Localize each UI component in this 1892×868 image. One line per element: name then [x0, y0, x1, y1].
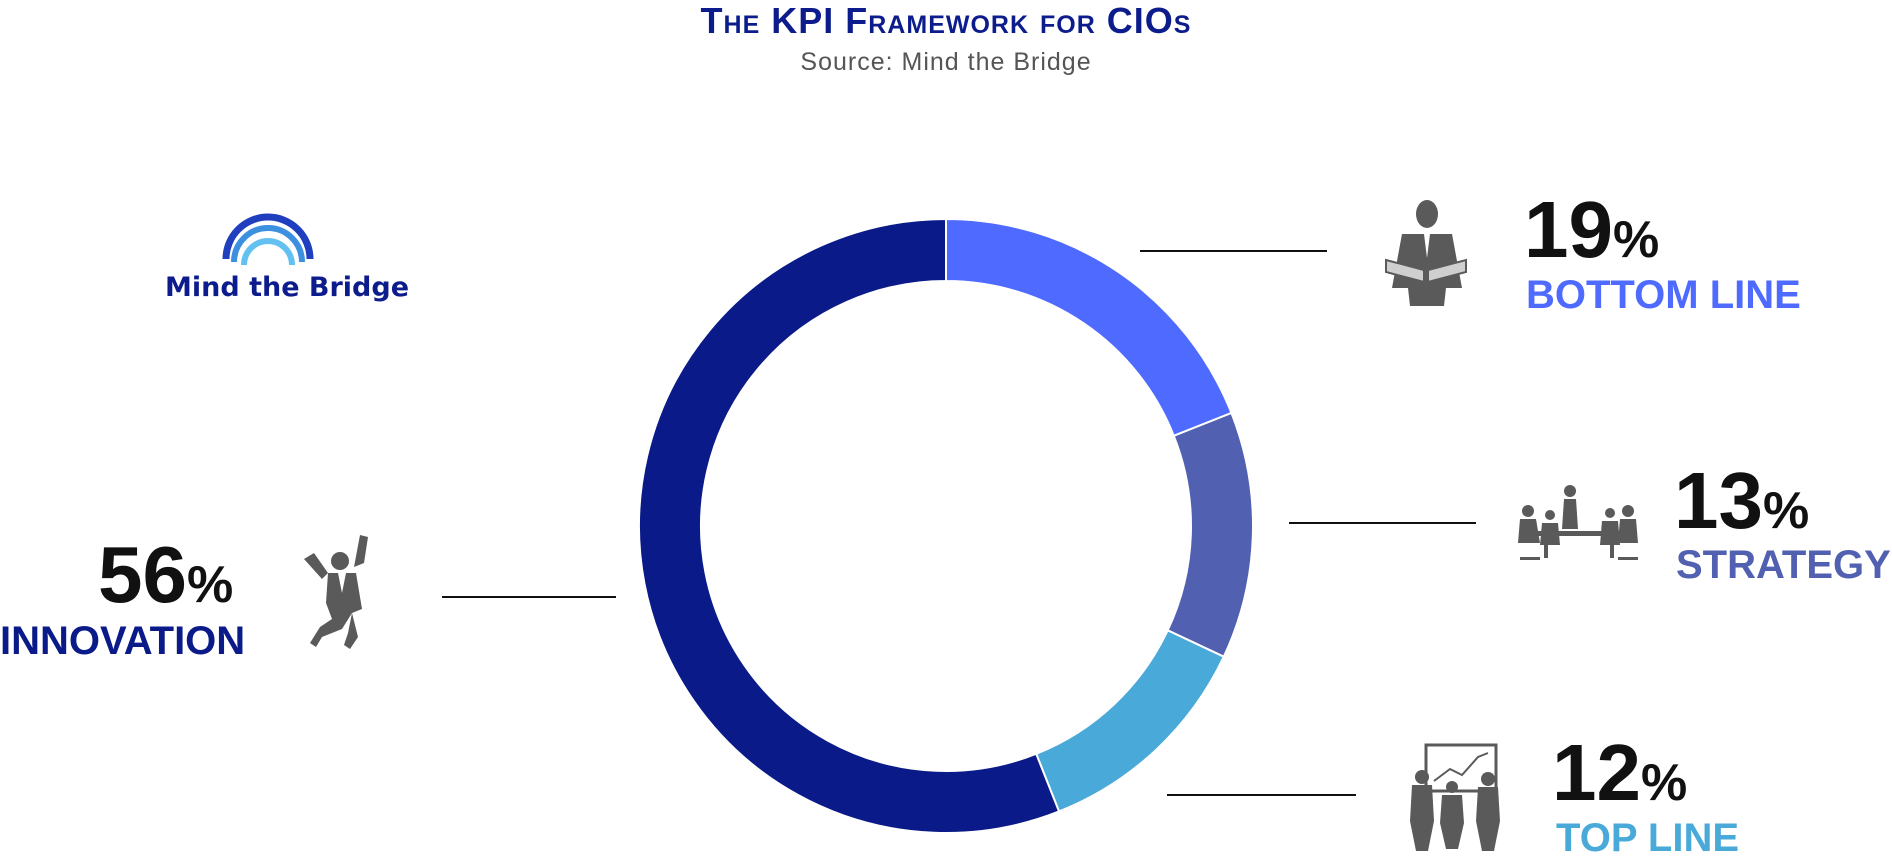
- businessman-document-icon: [1385, 200, 1467, 306]
- chart-subtitle: Source: Mind the Bridge: [800, 48, 1092, 76]
- percent-bottom-line: 19%: [1524, 185, 1660, 274]
- donut-slice-strategy: [1166, 411, 1254, 659]
- percent-strategy: 13%: [1674, 456, 1810, 545]
- label-bottom-line: BOTTOM LINE: [1526, 273, 1801, 317]
- meeting-table-icon: [1518, 485, 1638, 560]
- logo-text: Mind the Bridge: [165, 272, 410, 303]
- jumping-businessman-icon: [304, 535, 368, 649]
- donut-slice-innovation: [637, 217, 1061, 834]
- mind-the-bridge-logo-icon: [222, 213, 314, 266]
- percent-top-line: 12%: [1552, 728, 1688, 817]
- percent-innovation: 56%: [98, 530, 234, 619]
- donut-slice-top-line: [1034, 628, 1226, 813]
- chart-title: The KPI Framework for CIOs: [700, 0, 1192, 41]
- label-innovation: INNOVATION: [0, 619, 246, 663]
- label-strategy: STRATEGY: [1676, 543, 1891, 587]
- label-top-line: TOP LINE: [1556, 816, 1740, 860]
- presentation-chart-icon: [1410, 743, 1500, 851]
